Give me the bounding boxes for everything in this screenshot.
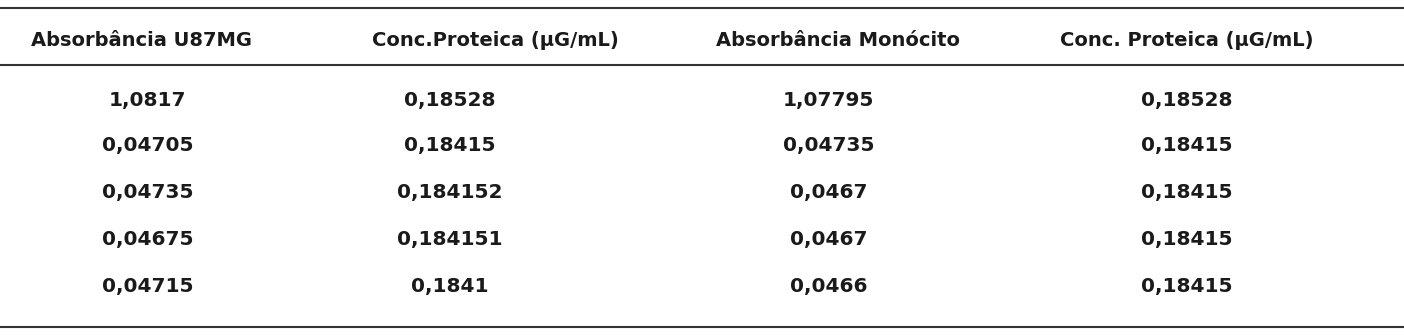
Text: 0,18415: 0,18415 [403, 136, 496, 155]
Text: 0,04705: 0,04705 [101, 136, 194, 155]
Text: 0,1841: 0,1841 [410, 277, 489, 296]
Text: 0,18415: 0,18415 [1140, 136, 1233, 155]
Text: 0,184152: 0,184152 [396, 183, 503, 202]
Text: 0,18415: 0,18415 [1140, 230, 1233, 249]
Text: 0,18528: 0,18528 [403, 91, 496, 110]
Text: 0,0467: 0,0467 [789, 183, 868, 202]
Text: 0,04715: 0,04715 [101, 277, 194, 296]
Text: 0,18415: 0,18415 [1140, 183, 1233, 202]
Text: Absorbância Monócito: Absorbância Monócito [716, 31, 960, 50]
Text: 0,04735: 0,04735 [101, 183, 194, 202]
Text: 0,04675: 0,04675 [101, 230, 194, 249]
Text: 0,0466: 0,0466 [789, 277, 868, 296]
Text: 1,07795: 1,07795 [782, 91, 875, 110]
Text: Conc.Proteica (μG/mL): Conc.Proteica (μG/mL) [372, 31, 619, 50]
Text: 0,04735: 0,04735 [782, 136, 875, 155]
Text: 0,18415: 0,18415 [1140, 277, 1233, 296]
Text: 0,184151: 0,184151 [396, 230, 503, 249]
Text: 0,18528: 0,18528 [1140, 91, 1233, 110]
Text: Conc. Proteica (μG/mL): Conc. Proteica (μG/mL) [1060, 31, 1314, 50]
Text: 0,0467: 0,0467 [789, 230, 868, 249]
Text: Absorbância U87MG: Absorbância U87MG [31, 31, 251, 50]
Text: 1,0817: 1,0817 [108, 91, 187, 110]
